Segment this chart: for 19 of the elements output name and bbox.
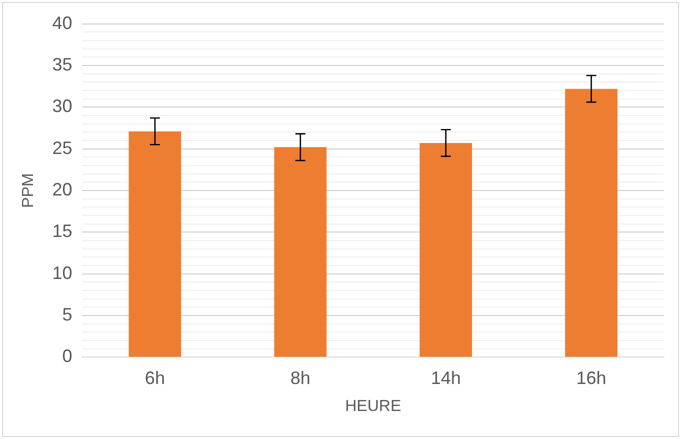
bar [128,131,182,357]
y-tick-label: 25 [52,138,72,158]
y-tick-label: 0 [62,346,72,366]
y-tick-label: 15 [52,221,72,242]
bar [565,88,618,357]
y-tick-label: 35 [52,54,72,74]
x-tick-label: 6h [144,368,165,388]
bar [274,147,327,357]
y-tick-label: 20 [52,179,72,200]
y-tick-label: 40 [52,12,72,33]
y-tick-label: 5 [62,304,72,324]
bar [420,142,472,357]
y-tick-label: 10 [52,262,72,283]
x-tick-label: 14h [430,368,461,388]
y-tick-label: 30 [52,96,72,116]
y-axis-title: PPM [20,173,38,208]
x-tick-label: 8h [290,368,310,388]
x-axis-title: HEURE [345,398,402,415]
x-tick-label: 16h [576,368,606,388]
